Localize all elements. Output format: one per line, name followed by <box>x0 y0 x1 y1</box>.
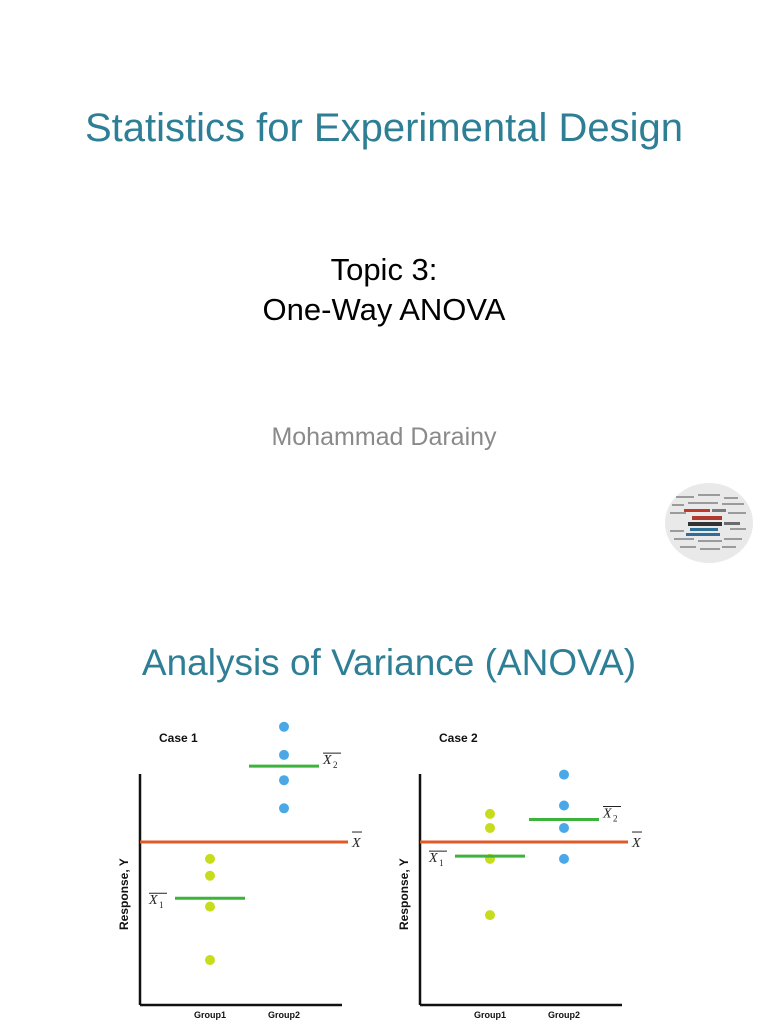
topic-number: Topic 3: <box>330 252 438 287</box>
x-tick-label: Group1 <box>194 1010 226 1020</box>
slide-title: Statistics for Experimental Design <box>84 106 683 150</box>
data-point <box>485 808 495 819</box>
y-axis-label: Response, Y <box>397 858 411 930</box>
topic-block: Topic 3: One-Way ANOVA <box>0 250 768 330</box>
group-mean-label: X <box>602 807 612 822</box>
data-point <box>485 910 495 921</box>
group-mean-subscript: 1 <box>439 858 444 868</box>
data-point <box>279 803 289 814</box>
data-point <box>205 901 215 912</box>
x-tick-label: Group1 <box>474 1010 506 1020</box>
grand-mean-label: X <box>351 836 361 851</box>
data-point <box>559 853 569 864</box>
case-title: Case 2 <box>439 731 478 745</box>
y-axis-label: Response, Y <box>117 858 131 930</box>
data-point <box>279 749 289 760</box>
statistics-word-cloud-icon <box>665 483 753 563</box>
group-mean-label: X <box>428 851 438 866</box>
topic-name: One-Way ANOVA <box>262 292 506 327</box>
data-point <box>205 955 215 966</box>
author-name: Mohammad Darainy <box>271 423 497 451</box>
data-point <box>559 800 569 811</box>
data-point <box>279 721 289 732</box>
data-point <box>485 822 495 833</box>
x-tick-label: Group2 <box>548 1010 580 1020</box>
data-point <box>279 775 289 786</box>
group-mean-label: X <box>322 753 332 768</box>
case-title: Case 1 <box>159 731 198 745</box>
data-point <box>559 822 569 833</box>
group-mean-subscript: 2 <box>613 814 618 824</box>
data-point <box>205 853 215 864</box>
data-point <box>559 769 569 780</box>
slide2-title: Analysis of Variance (ANOVA) <box>141 642 637 683</box>
group-mean-label: X <box>148 893 158 908</box>
x-tick-label: Group2 <box>268 1010 300 1020</box>
data-point <box>205 870 215 881</box>
grand-mean-label: X <box>631 836 641 851</box>
group-mean-subscript: 1 <box>159 900 164 910</box>
group-mean-subscript: 2 <box>333 760 338 770</box>
